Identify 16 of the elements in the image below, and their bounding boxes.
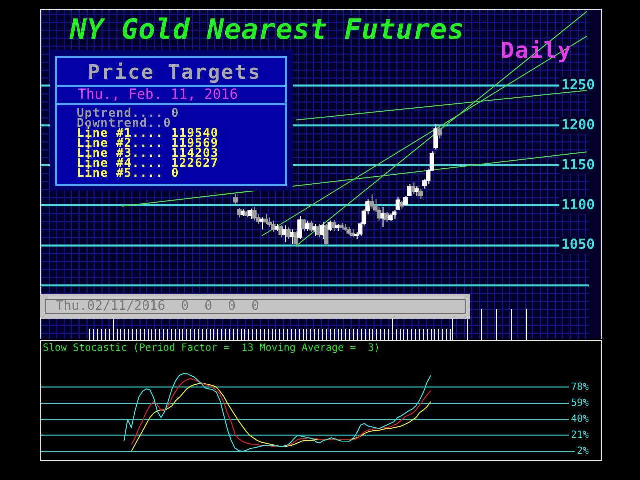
chart-title: Slow Stocastic (Period Factor = 13 Moving Average = 3)	[43, 343, 380, 355]
y-tick-label: 59%	[571, 398, 590, 409]
annotation: Price Targets	[88, 60, 262, 84]
y-tick-label: 40%	[571, 414, 590, 426]
y-tick-label: 1050	[561, 237, 596, 254]
annotation: Thu., Feb. 11, 2016	[78, 87, 238, 103]
y-tick-label: 2%	[577, 446, 590, 458]
y-tick-label: 21%	[571, 430, 590, 442]
annotation: Thu.02/11/2016 0 0 0 0	[56, 299, 260, 314]
y-tick-label: 1100	[561, 197, 596, 214]
y-tick-label: 78%	[571, 382, 590, 393]
chart-title: NY Gold Nearest Futures	[70, 13, 465, 46]
annotation: Line #5.... 0	[77, 166, 180, 180]
y-tick-label: 1200	[561, 117, 596, 134]
y-tick-label: 1250	[561, 77, 596, 94]
y-tick-label: 1150	[561, 157, 596, 174]
